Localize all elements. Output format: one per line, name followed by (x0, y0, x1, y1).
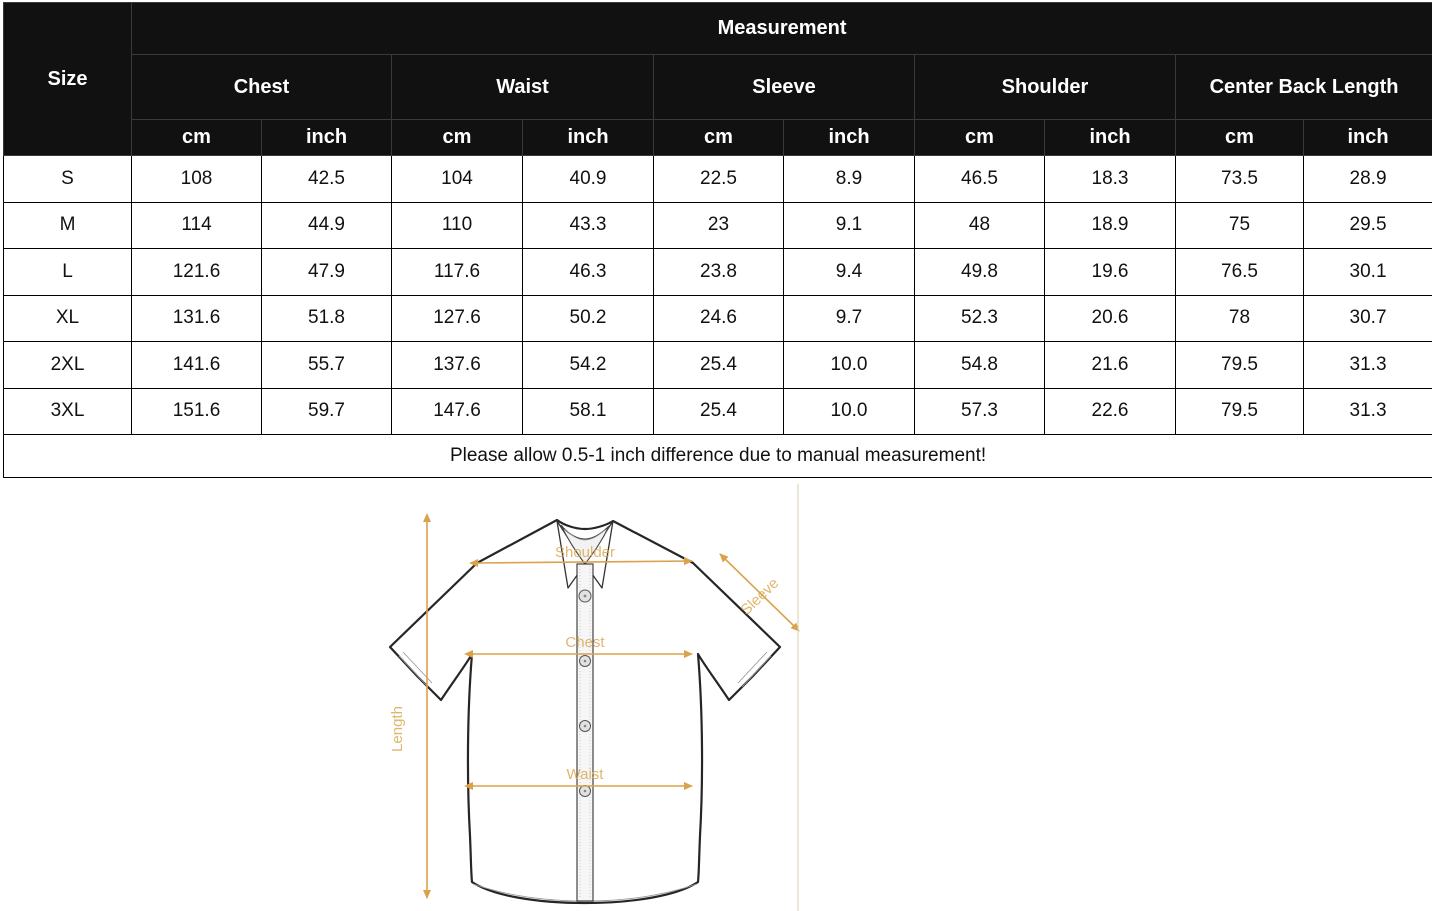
svg-text:Waist: Waist (567, 766, 605, 783)
svg-text:Length: Length (389, 706, 406, 752)
svg-text:Chest: Chest (565, 634, 605, 651)
svg-text:Shoulder: Shoulder (555, 544, 615, 561)
svg-text:Sleeve: Sleeve (737, 575, 782, 619)
